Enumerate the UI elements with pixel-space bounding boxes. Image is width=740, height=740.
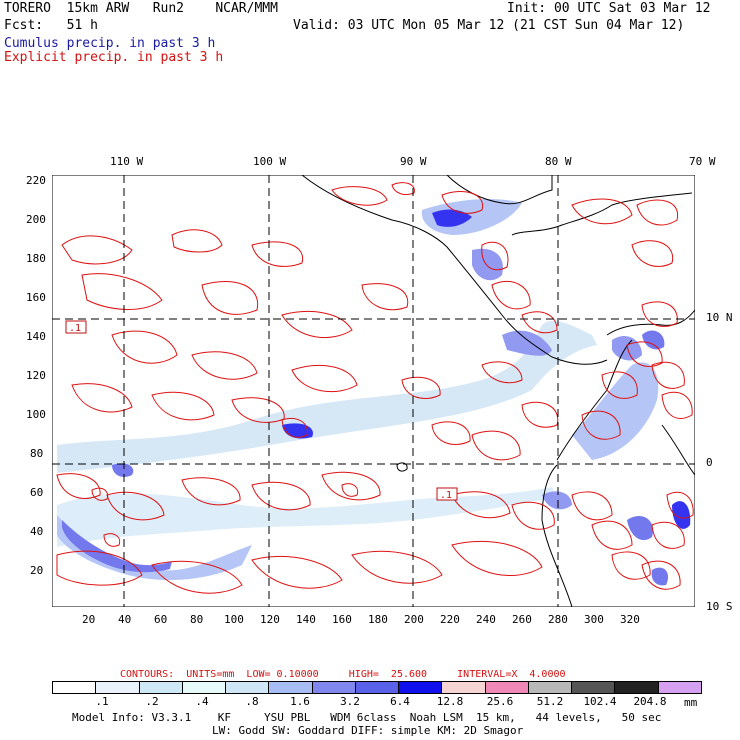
contour-label: .1	[69, 323, 82, 334]
grid-x-label: 80	[190, 613, 204, 626]
legend-swatch	[355, 682, 400, 693]
legend-swatch	[139, 682, 183, 693]
legend-label: 204.8	[633, 695, 667, 708]
grid-x-label: 220	[440, 613, 460, 626]
lat-label: 10 S	[706, 600, 733, 613]
legend-label: .1	[95, 695, 109, 708]
grid-x-label: 180	[368, 613, 388, 626]
legend-swatch	[442, 682, 486, 693]
legend-swatch	[658, 682, 701, 693]
legend-label: 51.2	[536, 695, 564, 708]
grid-y-label: 80	[30, 447, 44, 460]
grid-x-label: 40	[118, 613, 132, 626]
legend-unit: mm	[684, 696, 698, 709]
contour-info: CONTOURS: UNITS=mm LOW= 0.10000 HIGH= 25…	[120, 669, 566, 680]
contour-label-box	[436, 487, 458, 501]
grid-x-label: 120	[260, 613, 280, 626]
grid-y-label: 140	[26, 330, 46, 343]
legend-swatch	[615, 682, 659, 693]
grid-x-label: 100	[224, 613, 244, 626]
lon-label: 70 W	[689, 155, 716, 168]
legend-label: .4	[195, 695, 209, 708]
legend-label: 102.4	[583, 695, 617, 708]
grid-y-label: 120	[26, 369, 46, 382]
latlon-grid	[52, 175, 695, 607]
grid-x-label: 20	[82, 613, 96, 626]
legend-swatch	[485, 682, 529, 693]
init-time: Init: 00 UTC Sat 03 Mar 12	[507, 1, 711, 16]
contour-label-box	[65, 320, 87, 334]
legend-label: 1.6	[290, 695, 310, 708]
forecast-hour: Fcst: 51 h	[4, 18, 98, 33]
model-title: TORERO 15km ARW Run2 NCAR/MMM	[4, 1, 278, 16]
legend-swatch	[53, 682, 97, 693]
grid-x-label: 280	[548, 613, 568, 626]
grid-y-label: 60	[30, 486, 44, 499]
map-frame	[52, 175, 695, 607]
lon-label: 90 W	[400, 155, 427, 168]
grid-x-label: 260	[512, 613, 532, 626]
legend-swatch	[182, 682, 227, 693]
legend-label: 12.8	[436, 695, 464, 708]
grid-y-label: 200	[26, 213, 46, 226]
lon-label: 100 W	[253, 155, 287, 168]
grid-x-label: 160	[332, 613, 352, 626]
grid-y-label: 100	[26, 408, 46, 421]
lon-label: 80 W	[545, 155, 572, 168]
grid-y-label: 40	[30, 525, 44, 538]
color-legend	[52, 681, 702, 694]
legend-swatch	[269, 682, 313, 693]
legend-label: .2	[145, 695, 159, 708]
lat-label: 10 N	[706, 311, 733, 324]
grid-y-label: 20	[30, 564, 44, 577]
contour-label: .1	[440, 490, 453, 501]
legend-swatch	[528, 682, 573, 693]
legend-label: 25.6	[486, 695, 514, 708]
grid-y-label: 220	[26, 174, 46, 187]
explicit-precip-contours	[56, 182, 694, 594]
legend-label: .8	[245, 695, 259, 708]
valid-time: Valid: 03 UTC Mon 05 Mar 12 (21 CST Sun …	[293, 18, 685, 33]
legend-swatch	[312, 682, 356, 693]
grid-x-label: 200	[404, 613, 424, 626]
grid-x-label: 60	[154, 613, 168, 626]
grid-x-label: 320	[620, 613, 640, 626]
coastlines	[301, 175, 695, 607]
precip-map	[52, 175, 695, 607]
legend-swatch	[572, 682, 616, 693]
lat-label: 0	[706, 456, 713, 469]
grid-x-label: 300	[584, 613, 604, 626]
grid-y-label: 160	[26, 291, 46, 304]
physics-info: LW: Godd SW: Goddard DIFF: simple KM: 2D…	[212, 724, 524, 737]
legend-label: 6.4	[390, 695, 410, 708]
model-info: Model Info: V3.3.1 KF YSU PBL WDM 6class…	[72, 711, 662, 724]
cumulus-legend: Cumulus precip. in past 3 h	[4, 36, 216, 51]
legend-label: 3.2	[340, 695, 360, 708]
grid-x-label: 240	[476, 613, 496, 626]
explicit-legend: Explicit precip. in past 3 h	[4, 50, 224, 65]
legend-swatch	[399, 682, 443, 693]
lon-label: 110 W	[110, 155, 144, 168]
grid-y-label: 180	[26, 252, 46, 265]
legend-swatch	[96, 682, 140, 693]
grid-x-label: 140	[296, 613, 316, 626]
legend-swatch	[226, 682, 270, 693]
